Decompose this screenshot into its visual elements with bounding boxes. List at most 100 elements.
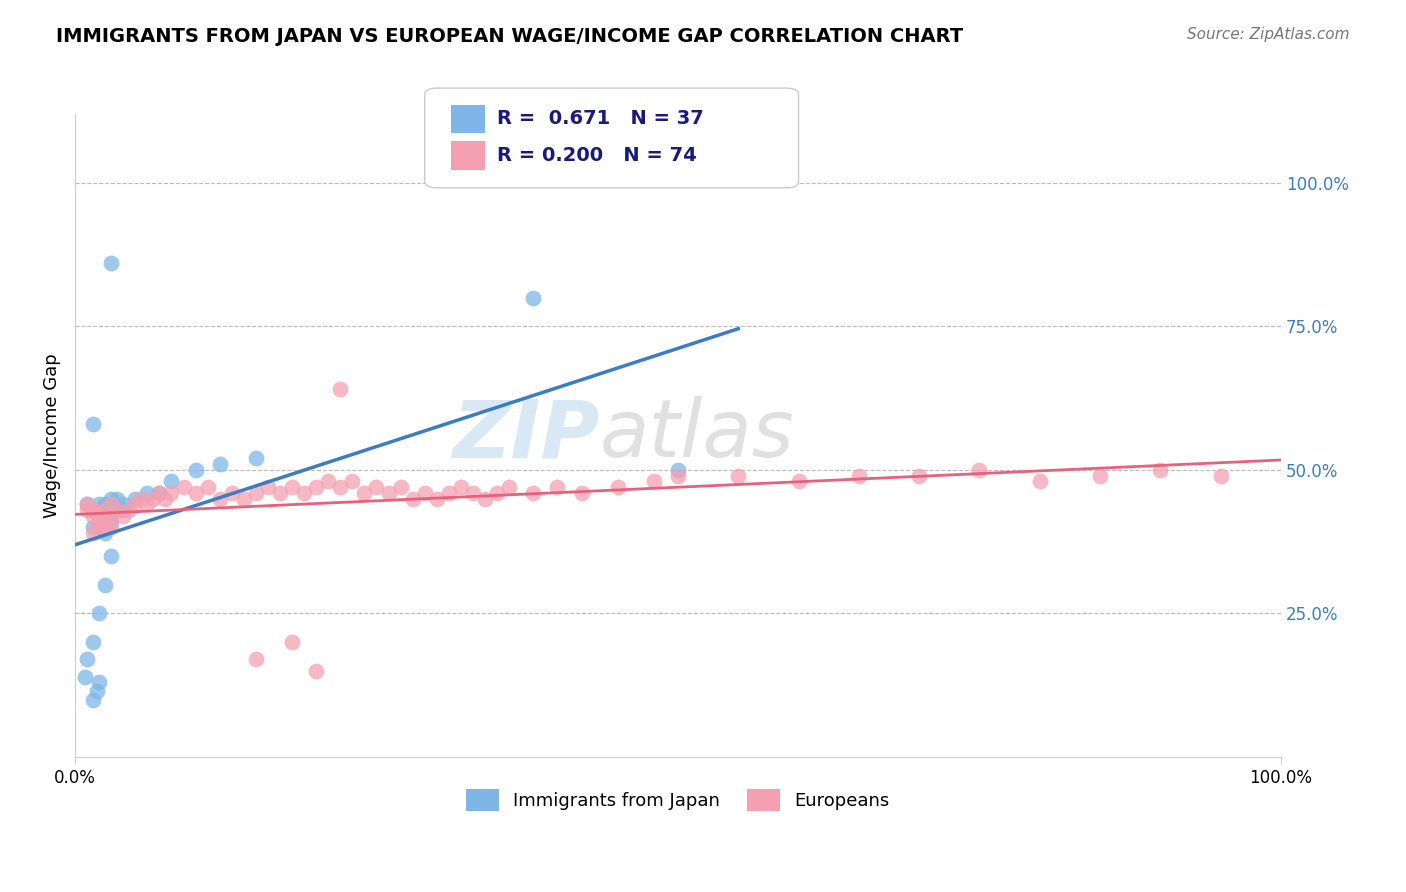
Point <box>197 480 219 494</box>
Point <box>89 503 111 517</box>
Point <box>148 485 170 500</box>
Point <box>82 503 104 517</box>
Point <box>94 508 117 523</box>
Legend: Immigrants from Japan, Europeans: Immigrants from Japan, Europeans <box>460 782 897 819</box>
Point <box>100 508 122 523</box>
Point <box>76 497 98 511</box>
Point <box>94 515 117 529</box>
Point <box>82 503 104 517</box>
Point <box>94 503 117 517</box>
Point <box>124 497 146 511</box>
FancyBboxPatch shape <box>425 88 799 188</box>
Point <box>82 635 104 649</box>
Point <box>89 675 111 690</box>
Point <box>389 480 412 494</box>
Point <box>546 480 568 494</box>
Point <box>292 485 315 500</box>
Point <box>1088 468 1111 483</box>
Point <box>94 515 117 529</box>
Point <box>89 508 111 523</box>
Point <box>89 508 111 523</box>
Point <box>787 475 810 489</box>
Y-axis label: Wage/Income Gap: Wage/Income Gap <box>44 353 60 517</box>
Point <box>82 508 104 523</box>
Point <box>94 497 117 511</box>
Point <box>208 457 231 471</box>
Point <box>136 497 159 511</box>
Point <box>100 520 122 534</box>
Point <box>184 485 207 500</box>
Point <box>118 503 141 517</box>
Point <box>82 692 104 706</box>
Text: R =  0.671   N = 37: R = 0.671 N = 37 <box>498 110 704 128</box>
Point <box>571 485 593 500</box>
Point <box>124 491 146 506</box>
Point <box>221 485 243 500</box>
Point <box>136 485 159 500</box>
Point <box>666 463 689 477</box>
Point <box>105 491 128 506</box>
Point <box>100 256 122 270</box>
Point <box>245 451 267 466</box>
Point <box>89 520 111 534</box>
Point <box>105 503 128 517</box>
Point <box>94 520 117 534</box>
Point <box>461 485 484 500</box>
Text: atlas: atlas <box>599 396 794 475</box>
Point <box>969 463 991 477</box>
Point <box>281 480 304 494</box>
Point <box>89 607 111 621</box>
Point <box>89 508 111 523</box>
Point <box>100 549 122 563</box>
Point <box>450 480 472 494</box>
Point <box>160 485 183 500</box>
Point <box>94 577 117 591</box>
Text: ZIP: ZIP <box>453 396 599 475</box>
Point <box>426 491 449 506</box>
Point <box>86 684 108 698</box>
Point <box>94 503 117 517</box>
Point <box>522 291 544 305</box>
Point <box>402 491 425 506</box>
Point <box>184 463 207 477</box>
Point <box>105 503 128 517</box>
Point <box>305 664 328 678</box>
Point <box>148 485 170 500</box>
Bar <box>451 141 485 170</box>
Point <box>498 480 520 494</box>
Point <box>643 475 665 489</box>
Point <box>366 480 388 494</box>
Point <box>82 526 104 541</box>
Point <box>112 508 135 523</box>
Point <box>329 480 352 494</box>
Point <box>155 491 177 506</box>
Text: Source: ZipAtlas.com: Source: ZipAtlas.com <box>1187 27 1350 42</box>
Point <box>89 515 111 529</box>
Point <box>142 491 165 506</box>
Point <box>413 485 436 500</box>
Point <box>89 497 111 511</box>
Point <box>522 485 544 500</box>
Point <box>100 491 122 506</box>
Point <box>353 485 375 500</box>
Point <box>76 497 98 511</box>
Point <box>1209 468 1232 483</box>
Point <box>329 383 352 397</box>
Point <box>73 669 96 683</box>
Point <box>208 491 231 506</box>
Point <box>1029 475 1052 489</box>
Point <box>437 485 460 500</box>
Bar <box>451 104 485 134</box>
Point <box>100 508 122 523</box>
Point <box>245 485 267 500</box>
Point <box>82 417 104 431</box>
Point <box>666 468 689 483</box>
Point <box>848 468 870 483</box>
Point <box>112 503 135 517</box>
Point <box>245 652 267 666</box>
Point <box>160 475 183 489</box>
Point <box>1149 463 1171 477</box>
Point <box>316 475 339 489</box>
Point <box>112 497 135 511</box>
Point <box>173 480 195 494</box>
